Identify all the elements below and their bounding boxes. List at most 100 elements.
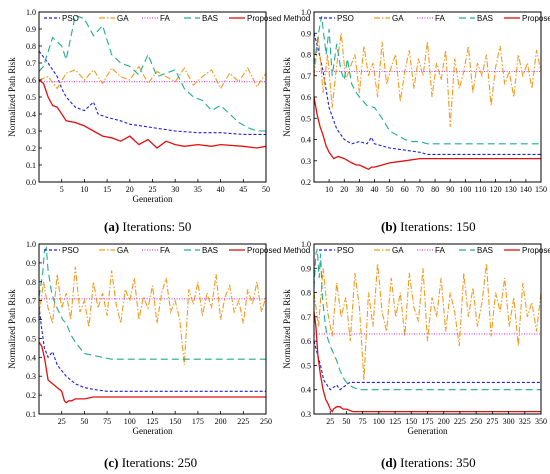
y-tick-label: 0.3 [26, 372, 36, 381]
caption-b-text: Iterations: 150 [396, 219, 476, 234]
x-tick-label: 50 [386, 185, 394, 194]
y-tick-label: 0.7 [301, 313, 311, 322]
y-axis-label: Normalized Path Risk [282, 57, 292, 137]
legend-label-ga: GA [117, 246, 129, 255]
series-line-proposed-method [314, 96, 541, 171]
series-line-bas [314, 16, 541, 145]
y-tick-label: 0.3 [301, 410, 311, 419]
y-tick-label: 0.4 [301, 386, 311, 395]
caption-c-letter: (c) [104, 455, 119, 470]
legend-label-fa: FA [435, 246, 445, 255]
y-tick-label: 0.8 [26, 42, 36, 51]
y-tick-label: 0.3 [301, 157, 311, 166]
y-tick-label: 0.2 [301, 178, 311, 187]
y-tick-label: 0.7 [301, 72, 311, 81]
legend-label-pso: PSO [62, 14, 79, 23]
x-tick-label: 50 [342, 417, 350, 426]
series-group [314, 248, 541, 413]
y-tick-label: 1.0 [301, 8, 311, 17]
legend-label-fa: FA [160, 14, 170, 23]
caption-b: (b) Iterations: 150 [381, 219, 476, 235]
y-tick-label: 0.6 [26, 76, 36, 85]
caption-b-letter: (b) [381, 219, 397, 234]
legend-label-bas: BAS [202, 246, 218, 255]
caption-c-text: Iterations: 250 [118, 455, 198, 470]
y-tick-label: 0.7 [26, 297, 36, 306]
legend-label-bas: BAS [202, 14, 218, 23]
series-line-bas [314, 248, 541, 391]
legend: PSO GA FA BAS Proposed Method [44, 14, 310, 23]
series-line-proposed-method [39, 79, 266, 149]
x-tick-label: 25 [58, 417, 66, 426]
x-tick-label: 325 [519, 417, 531, 426]
x-axis-label: Generation [133, 194, 173, 204]
x-tick-label: 225 [237, 417, 249, 426]
series-group [39, 245, 266, 404]
series-line-ga [314, 263, 541, 381]
x-tick-label: 60 [401, 185, 409, 194]
series-line-bas [39, 245, 266, 360]
x-tick-label: 275 [486, 417, 498, 426]
y-tick-label: 0.7 [26, 59, 36, 68]
plot-frame [313, 11, 542, 183]
x-tick-label: 250 [260, 417, 272, 426]
legend-label-pso: PSO [337, 14, 354, 23]
legend-label-pso: PSO [337, 246, 354, 255]
y-tick-label: 1.0 [26, 240, 36, 249]
x-tick-label: 10 [325, 185, 333, 194]
y-tick-label: 0.9 [301, 29, 311, 38]
y-tick-label: 0.1 [26, 161, 36, 170]
series-group [39, 14, 266, 149]
y-tick-label: 0.6 [26, 316, 36, 325]
plot-frame [313, 243, 542, 415]
chart-panel-b: 0.2 0.3 0.4 0.5 0.6 0.7 0.8 0.9 1.0 10 20 30 40 50 60 7… [282, 8, 550, 194]
y-tick-label: 1.0 [301, 240, 311, 249]
x-tick-label: 225 [454, 417, 466, 426]
series-group [314, 16, 541, 171]
x-axis-label: Generation [133, 426, 173, 436]
y-tick-label: 0.6 [301, 337, 311, 346]
y-tick-label: 0.4 [301, 136, 311, 145]
caption-d-letter: (d) [381, 455, 397, 470]
x-tick-label: 30 [171, 185, 179, 194]
y-tick-label: 0.5 [26, 93, 36, 102]
x-tick-label: 150 [405, 417, 417, 426]
x-tick-label: 130 [505, 185, 517, 194]
caption-d: (d) Iterations: 350 [381, 455, 476, 471]
y-axis-label: Normalized Path Risk [282, 289, 292, 369]
x-tick-label: 175 [192, 417, 204, 426]
series-line-pso [314, 33, 541, 155]
x-tick-label: 30 [355, 185, 363, 194]
x-tick-label: 125 [147, 417, 159, 426]
legend: PSO GA FA BAS Proposed Method [319, 246, 550, 255]
legend-label-proposed-method: Proposed Method [522, 246, 550, 255]
x-tick-label: 40 [371, 185, 379, 194]
y-axis-label: Normalized Path Risk [7, 289, 17, 369]
x-tick-label: 350 [535, 417, 547, 426]
series-line-pso [39, 306, 266, 392]
x-tick-label: 150 [169, 417, 181, 426]
series-line-ga [39, 266, 266, 365]
plot-frame [38, 11, 267, 183]
chart-panel-d: 0.3 0.4 0.5 0.6 0.7 0.8 0.9 1.0 25 50 75 100 125 150 1… [282, 240, 550, 436]
chart-panel-c: 0.1 0.2 0.3 0.4 0.5 0.6 0.7 0.8 0.9 1.0 25 50 75 100 1… [7, 240, 310, 436]
y-tick-label: 0.2 [26, 144, 36, 153]
series-line-ga [39, 65, 266, 90]
x-tick-label: 15 [103, 185, 111, 194]
y-tick-label: 0.4 [26, 110, 36, 119]
x-tick-label: 35 [194, 185, 202, 194]
y-tick-label: 0.9 [26, 259, 36, 268]
y-tick-label: 0.4 [26, 353, 36, 362]
caption-a-text: Iterations: 50 [119, 219, 192, 234]
x-tick-label: 200 [438, 417, 450, 426]
x-tick-label: 25 [149, 185, 157, 194]
legend: PSO GA FA BAS Proposed Method [44, 246, 310, 255]
y-tick-label: 0.2 [26, 391, 36, 400]
x-tick-label: 100 [373, 417, 385, 426]
y-tick-label: 0.9 [26, 25, 36, 34]
y-tick-label: 0.3 [26, 127, 36, 136]
x-tick-label: 200 [215, 417, 227, 426]
x-tick-label: 140 [520, 185, 532, 194]
y-tick-label: 0.8 [301, 51, 311, 60]
